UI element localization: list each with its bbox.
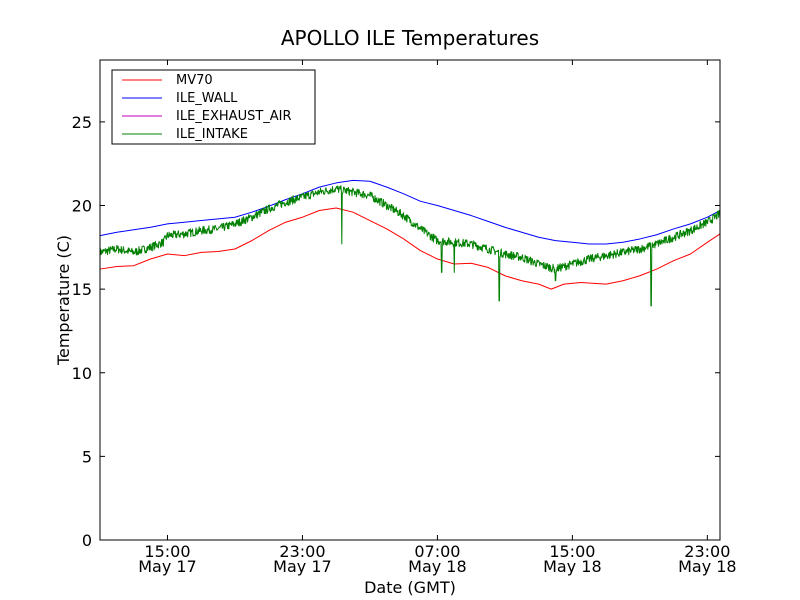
y-tick-label: 15 <box>72 280 92 299</box>
series-line-ile-wall <box>99 179 721 245</box>
plot-border <box>99 59 721 541</box>
x-tick-label-date: May 17 <box>138 557 197 576</box>
legend-label: ILE_WALL <box>176 91 238 106</box>
series-group <box>99 179 721 307</box>
chart-title: APOLLO ILE Temperatures <box>281 26 539 50</box>
legend: MV70 ILE_WALL ILE_EXHAUST_AIR ILE_INTAKE <box>111 69 316 145</box>
legend-label: MV70 <box>176 73 213 88</box>
x-tick-label-time: 23:00 <box>279 542 325 561</box>
x-tick-label-time: 07:00 <box>414 542 460 561</box>
x-tick-label-date: May 17 <box>273 557 332 576</box>
x-tick-label-date: May 18 <box>408 557 467 576</box>
y-tick-label: 10 <box>72 364 92 383</box>
x-tick-label-time: 15:00 <box>549 542 595 561</box>
series-line-mv70 <box>99 207 721 290</box>
y-axis-ticks: 0 5 10 15 20 25 <box>72 113 720 550</box>
x-tick-label-time: 23:00 <box>684 542 730 561</box>
legend-label: ILE_EXHAUST_AIR <box>176 109 292 124</box>
x-tick-label-date: May 18 <box>543 557 602 576</box>
legend-items: MV70 ILE_WALL ILE_EXHAUST_AIR ILE_INTAKE <box>122 73 292 142</box>
x-tick-label-date: May 18 <box>678 557 737 576</box>
y-axis-label: Temperature (C) <box>54 235 73 366</box>
y-tick-label: 0 <box>82 531 92 550</box>
legend-label: ILE_INTAKE <box>176 127 248 142</box>
y-tick-label: 25 <box>72 113 92 132</box>
legend-box <box>111 69 316 145</box>
y-tick-label: 20 <box>72 197 92 216</box>
series-line-ile-intake <box>99 185 721 307</box>
y-tick-label: 5 <box>82 447 92 466</box>
x-axis-label: Date (GMT) <box>364 578 456 597</box>
x-tick-label-time: 15:00 <box>144 542 190 561</box>
